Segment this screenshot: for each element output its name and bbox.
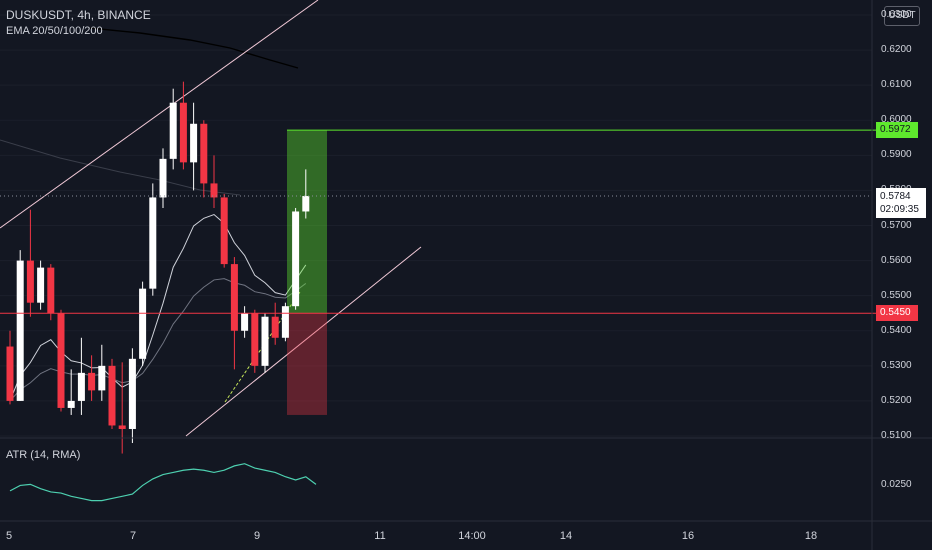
price-axis-tick: 0.5200: [881, 394, 912, 406]
channel-lower-line[interactable]: [185, 246, 422, 437]
candle-body: [26, 260, 34, 303]
long-position-tool[interactable]: [287, 130, 327, 415]
stop-price-tag: 0.5450: [876, 305, 918, 322]
candle-body: [220, 197, 228, 265]
candle-body: [179, 102, 187, 163]
candle-body: [98, 365, 106, 391]
candle-body: [302, 196, 310, 212]
candle-body: [128, 358, 136, 429]
price-axis-tick: 0.5700: [881, 219, 912, 231]
symbol-title[interactable]: DUSKUSDT, 4h, BINANCE: [6, 8, 151, 22]
atr-indicator-label[interactable]: ATR (14, RMA): [6, 449, 81, 461]
currency-button[interactable]: USDT: [884, 6, 920, 26]
candle-body: [210, 183, 218, 198]
candle-body: [88, 372, 96, 391]
price-levels: [0, 129, 876, 314]
candle-body: [261, 316, 269, 366]
time-axis-tick: 14:00: [458, 530, 486, 542]
time-axis-tick: 16: [681, 530, 695, 542]
atr-axis-tick: 0.0250: [881, 479, 912, 491]
time-axis-tick: 18: [804, 530, 818, 542]
candle-body: [6, 346, 14, 401]
price-axis-tick: 0.5300: [881, 359, 912, 371]
candle-body: [108, 365, 116, 426]
price-axis-tick: 0.6100: [881, 79, 912, 91]
price-axis-tick: 0.5600: [881, 254, 912, 266]
price-axis-tick: 0.6200: [881, 44, 912, 56]
candle-body: [169, 102, 177, 159]
candle-body: [139, 288, 147, 359]
atr-line: [9, 463, 317, 502]
time-axis-tick: 5: [5, 530, 13, 542]
time-axis-tick: 9: [253, 530, 261, 542]
current-price-tag: 0.5784 02:09:35: [876, 188, 926, 219]
channel-upper-line[interactable]: [0, 0, 319, 229]
candle-body: [16, 260, 24, 401]
candle-body: [251, 313, 259, 366]
candle-body: [159, 158, 167, 198]
time-axis-tick: 14: [559, 530, 573, 542]
ema-200-line: [89, 27, 299, 69]
loss-zone[interactable]: [287, 313, 327, 415]
price-axis-tick: 0.6000: [881, 114, 912, 126]
candle-body: [118, 425, 126, 429]
price-axis-tick: 0.5100: [881, 430, 912, 441]
candles: [6, 81, 310, 454]
price-axis-tick: 0.5400: [881, 324, 912, 336]
candle-body: [230, 264, 238, 331]
candle-body: [57, 313, 65, 408]
time-axis-tick: 7: [129, 530, 137, 542]
candle-body: [37, 267, 45, 303]
candle-body: [67, 400, 75, 408]
target-price-tag: 0.5972: [876, 122, 918, 139]
atr-pane: [9, 463, 317, 502]
current-price-value: 0.5784: [880, 191, 911, 203]
candle-body: [47, 267, 55, 314]
candle-body: [190, 123, 198, 163]
price-axis-tick: 0.5500: [881, 289, 912, 301]
candle-body: [271, 316, 279, 338]
candle-body: [241, 313, 249, 331]
candle-body: [149, 197, 157, 289]
candle-body: [281, 306, 289, 338]
time-axis-tick: 11: [374, 530, 386, 542]
price-axis-tick: 0.5900: [881, 149, 912, 161]
chart-grid: [0, 14, 872, 437]
candle-body: [292, 211, 300, 307]
candle-body: [200, 123, 208, 184]
price-axis-tick: 0.6300: [881, 9, 912, 21]
ema-100-line: [0, 139, 241, 196]
candle-countdown: 02:09:35: [880, 204, 919, 216]
candle-body: [77, 372, 85, 401]
ema-indicator-label[interactable]: EMA 20/50/100/200: [6, 25, 103, 37]
